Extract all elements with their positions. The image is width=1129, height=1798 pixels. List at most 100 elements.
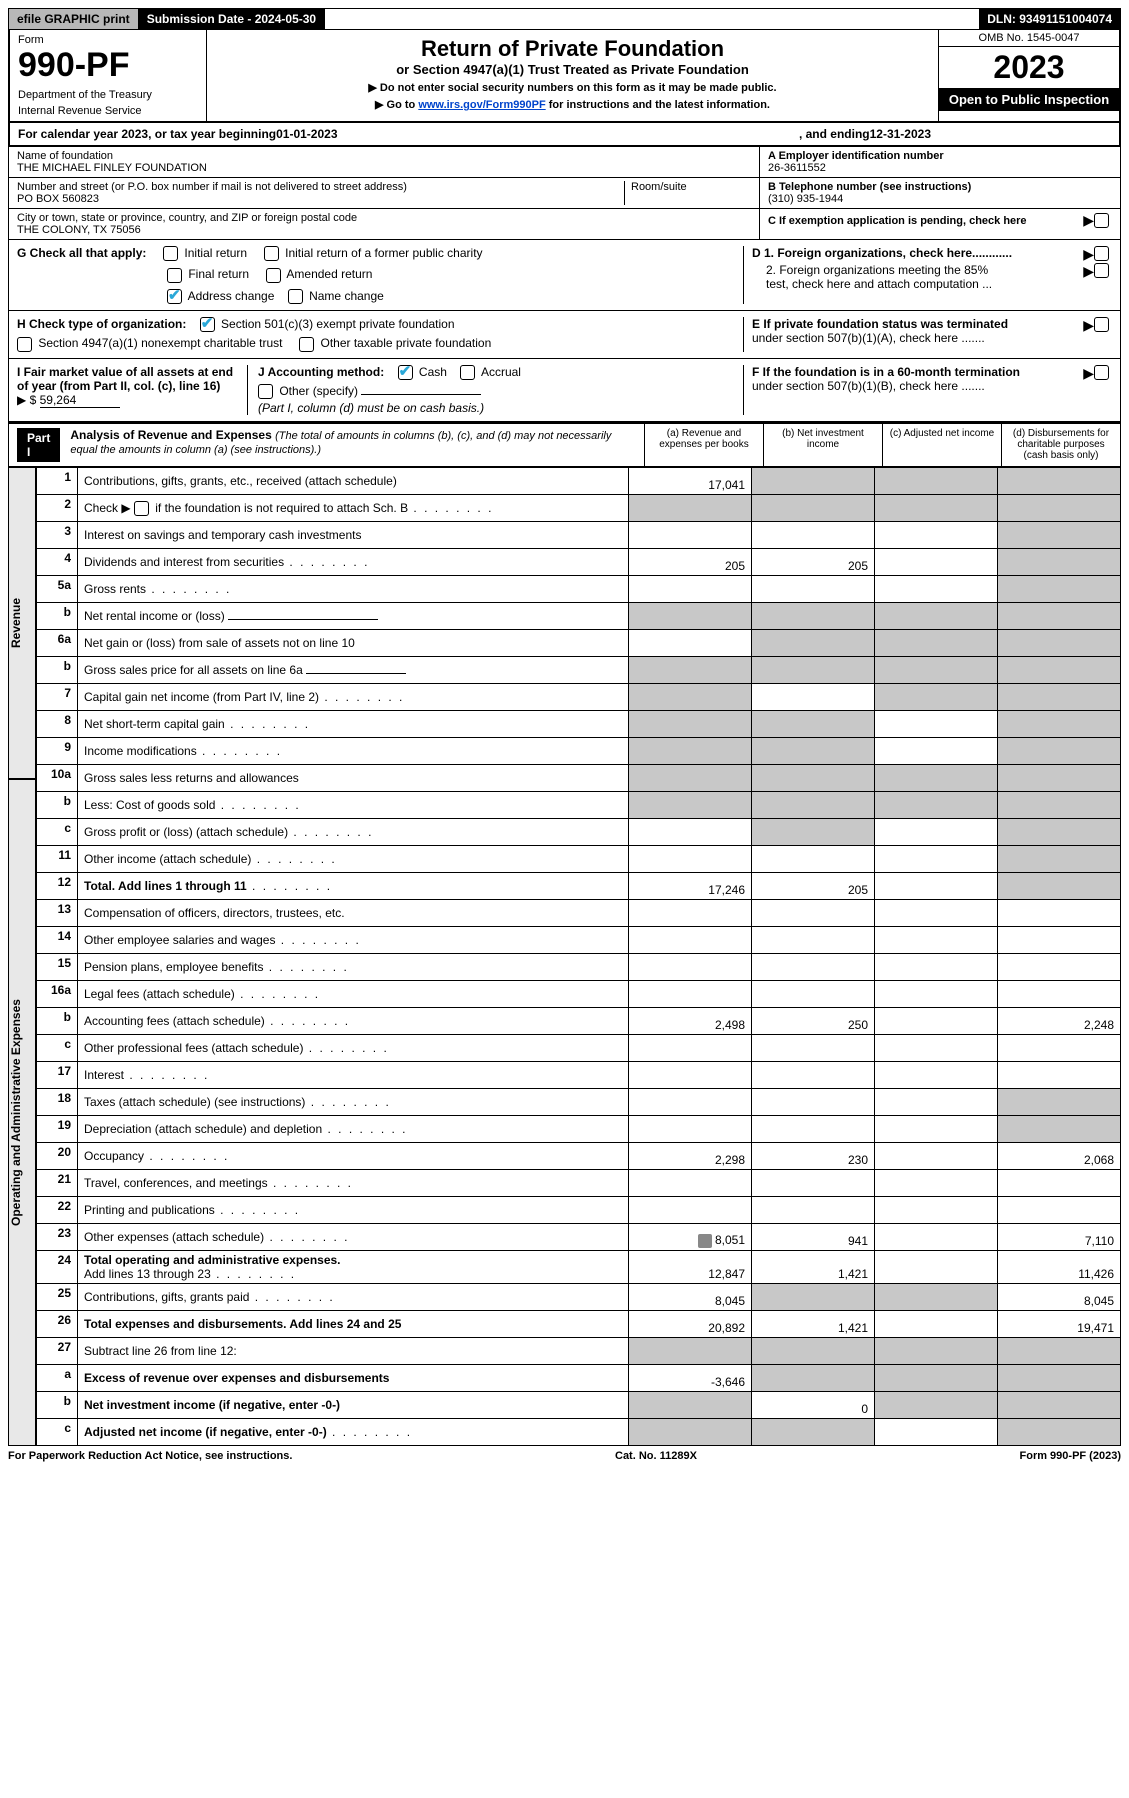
row-val-b: 1,421 [752,1311,875,1338]
other-method-input[interactable] [361,394,481,395]
row-val-a: 8,051 [629,1224,752,1251]
row-desc: Gross sales less returns and allowances [78,765,629,792]
part1-table: 1Contributions, gifts, grants, etc., rec… [36,467,1121,1446]
phone-label: B Telephone number (see instructions) [768,181,1112,193]
row-num: c [37,1035,78,1062]
ein-row: A Employer identification number 26-3611… [760,147,1120,178]
initial-former-checkbox[interactable] [264,246,279,261]
row-val-b: 941 [752,1224,875,1251]
j-note: (Part I, column (d) must be on cash basi… [258,401,735,415]
foundation-name-row: Name of foundation THE MICHAEL FINLEY FO… [9,147,759,178]
row-desc: Adjusted net income (if negative, enter … [78,1419,629,1446]
goto-pre: ▶ Go to [375,99,418,111]
phone-row: B Telephone number (see instructions) (3… [760,178,1120,209]
table-row: bNet rental income or (loss) [37,603,1121,630]
name-change-checkbox[interactable] [288,289,303,304]
row-desc: Other expenses (attach schedule) [78,1224,629,1251]
table-row: bAccounting fees (attach schedule)2,4982… [37,1008,1121,1035]
table-row: 25Contributions, gifts, grants paid8,045… [37,1284,1121,1311]
d2-checkbox[interactable] [1094,263,1109,278]
row-num: 9 [37,738,78,765]
row-desc: Total operating and administrative expen… [78,1251,629,1284]
table-row: 12Total. Add lines 1 through 1117,246205 [37,873,1121,900]
j-label: J Accounting method: [258,365,384,379]
row-num: 27 [37,1338,78,1365]
col-d-header: (d) Disbursements for charitable purpose… [1001,424,1120,466]
4947-checkbox[interactable] [17,337,32,352]
paperwork-notice: For Paperwork Reduction Act Notice, see … [8,1450,292,1462]
open-public-inspection: Open to Public Inspection [939,88,1119,111]
city: THE COLONY, TX 75056 [17,224,751,236]
exemption-checkbox[interactable] [1094,213,1109,228]
row-val-a: -3,646 [629,1365,752,1392]
table-row: 10aGross sales less returns and allowanc… [37,765,1121,792]
table-row: 20Occupancy2,2982302,068 [37,1143,1121,1170]
row-num: b [37,792,78,819]
e-checkbox[interactable] [1094,317,1109,332]
table-row: 9Income modifications [37,738,1121,765]
row-desc: Total. Add lines 1 through 11 [78,873,629,900]
row-desc: Travel, conferences, and meetings [78,1170,629,1197]
header-left: Form 990-PF Department of the Treasury I… [10,30,207,121]
row-desc: Total expenses and disbursements. Add li… [78,1311,629,1338]
h-label: H Check type of organization: [17,317,186,331]
calculator-icon[interactable] [698,1234,712,1248]
table-row: aExcess of revenue over expenses and dis… [37,1365,1121,1392]
row-num: 22 [37,1197,78,1224]
arrow-icon: ▶ [1083,212,1094,229]
initial-return-checkbox[interactable] [163,246,178,261]
other-taxable-checkbox[interactable] [299,337,314,352]
row-num: 11 [37,846,78,873]
ein-label: A Employer identification number [768,150,1112,162]
table-row: bNet investment income (if negative, ent… [37,1392,1121,1419]
f-checkbox[interactable] [1094,365,1109,380]
dept-irs: Internal Revenue Service [18,105,198,117]
form990pf-link[interactable]: www.irs.gov/Form990PF [418,99,545,111]
final-return-checkbox[interactable] [167,268,182,283]
table-row: 17Interest [37,1062,1121,1089]
amended-return-checkbox[interactable] [266,268,281,283]
table-row: bLess: Cost of goods sold [37,792,1121,819]
table-row: cGross profit or (loss) (attach schedule… [37,819,1121,846]
row-num: 23 [37,1224,78,1251]
check-section-g: G Check all that apply: Initial return I… [8,240,1121,311]
other-method-checkbox[interactable] [258,384,273,399]
arrow-icon: ▶ [1083,246,1094,263]
e1-label: E If private foundation status was termi… [752,317,1008,331]
phone-value: (310) 935-1944 [768,193,1112,205]
form-number: 990-PF [18,46,198,85]
501c3-checkbox[interactable] [200,317,215,332]
row-val-a: 17,041 [629,468,752,495]
table-row: 22Printing and publications [37,1197,1121,1224]
row-num: 18 [37,1089,78,1116]
g-label: G Check all that apply: [17,246,146,260]
city-row: City or town, state or province, country… [9,209,759,239]
table-row: 5aGross rents [37,576,1121,603]
row-num: 7 [37,684,78,711]
foundation-name-label: Name of foundation [17,150,751,162]
row-desc: Interest on savings and temporary cash i… [78,522,629,549]
calendar-year-row: For calendar year 2023, or tax year begi… [8,123,1121,147]
501c3-label: Section 501(c)(3) exempt private foundat… [221,317,454,331]
form-title: Return of Private Foundation [213,36,932,62]
address-change-checkbox[interactable] [167,289,182,304]
calyear-end: 12-31-2023 [870,127,931,141]
accrual-checkbox[interactable] [460,365,475,380]
header-right: OMB No. 1545-0047 2023 Open to Public In… [939,30,1119,121]
page-footer: For Paperwork Reduction Act Notice, see … [8,1446,1121,1466]
goto-post: for instructions and the latest informat… [546,99,770,111]
main-grid: Revenue Operating and Administrative Exp… [8,467,1121,1446]
row-desc: Interest [78,1062,629,1089]
initial-return-label: Initial return [184,246,247,260]
part1-header-row: Part I Analysis of Revenue and Expenses … [8,423,1121,467]
d1-checkbox[interactable] [1094,246,1109,261]
e2-label: under section 507(b)(1)(A), check here .… [752,331,985,345]
row-val-d: 2,068 [998,1143,1121,1170]
efile-print-label[interactable]: efile GRAPHIC print [9,9,139,29]
cash-checkbox[interactable] [398,365,413,380]
row-desc: Gross sales price for all assets on line… [78,657,629,684]
schb-checkbox[interactable] [134,501,149,516]
row-num: 16a [37,981,78,1008]
row-val-a: 12,847 [629,1251,752,1284]
form-subtitle: or Section 4947(a)(1) Trust Treated as P… [213,62,932,77]
